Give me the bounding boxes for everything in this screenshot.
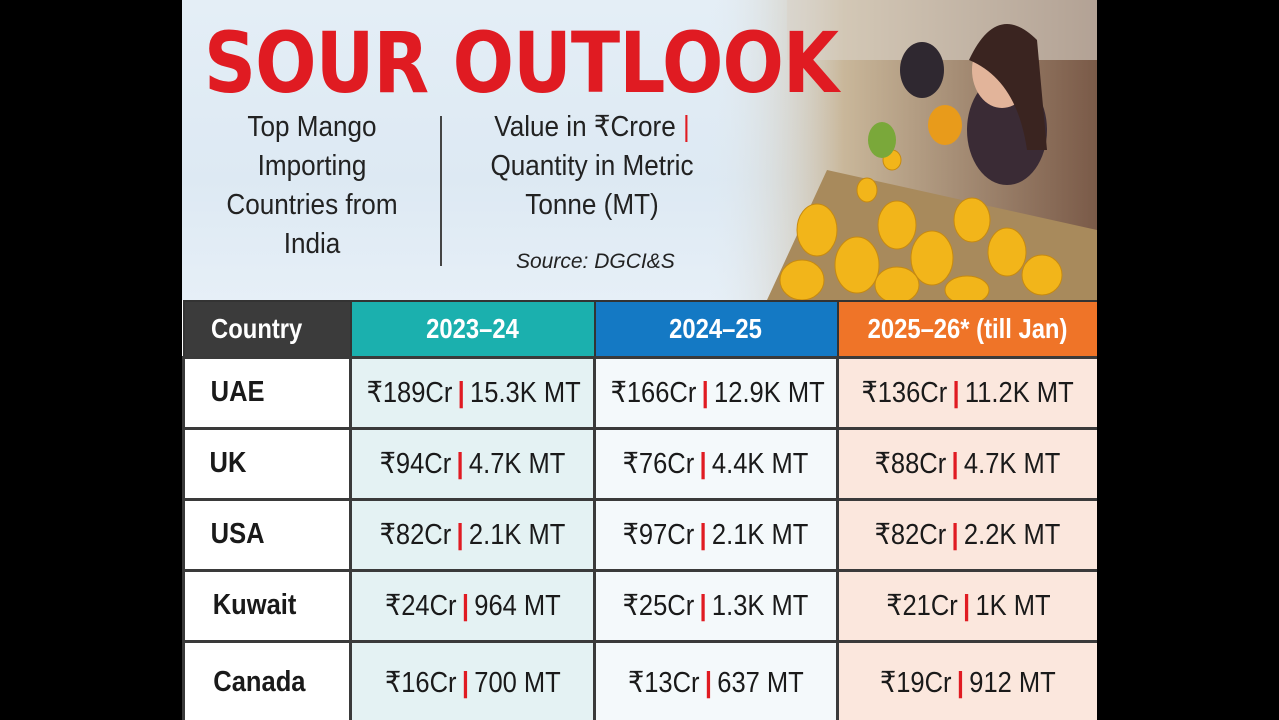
- quantity-mt: 637 MT: [717, 666, 804, 699]
- separator-bar: |: [682, 111, 690, 143]
- value-crore: ₹166Cr: [610, 377, 697, 409]
- data-cell: ₹94Cr | 4.7K MT: [349, 426, 596, 501]
- column-header-country: Country: [182, 300, 352, 358]
- quantity-mt: 1K MT: [975, 590, 1051, 622]
- value-crore: ₹25Cr: [623, 590, 695, 622]
- separator-bar: |: [461, 590, 469, 622]
- country-cell: Kuwait: [182, 568, 352, 643]
- data-cell: ₹166Cr | 12.9K MT: [593, 355, 839, 430]
- value-crore: ₹24Cr: [384, 590, 457, 622]
- divider: [440, 116, 442, 266]
- separator-bar: |: [699, 519, 708, 551]
- value-crore: ₹82Cr: [379, 519, 452, 551]
- separator-bar: |: [456, 519, 464, 551]
- quantity-mt: 4.7K MT: [964, 448, 1061, 480]
- column-header-label: 2024–25: [669, 312, 763, 344]
- quantity-mt: 700 MT: [473, 666, 561, 699]
- source-credit: Source: DGCI&S: [516, 250, 675, 273]
- separator-bar: |: [701, 377, 709, 409]
- separator-bar: |: [699, 590, 708, 622]
- units-value: Value in ₹Crore: [494, 111, 676, 143]
- separator-bar: |: [461, 666, 469, 699]
- value-crore: ₹16Cr: [384, 666, 457, 699]
- separator-bar: |: [704, 666, 713, 699]
- country-cell: UK: [182, 426, 352, 501]
- column-header-label: 2023–24: [426, 312, 519, 344]
- separator-bar: |: [962, 590, 970, 622]
- column-header-label: 2025–26* (till Jan): [868, 312, 1068, 344]
- country-name: USA: [210, 518, 265, 550]
- separator-bar: |: [699, 448, 708, 480]
- separator-bar: |: [457, 377, 465, 409]
- value-crore: ₹13Cr: [628, 666, 700, 699]
- country-name: UAE: [210, 376, 265, 408]
- header-row: Country 2023–24 2024–25 2025–26* (till J…: [182, 300, 1097, 358]
- separator-bar: |: [951, 448, 960, 480]
- value-crore: ₹189Cr: [366, 377, 453, 409]
- value-crore: ₹94Cr: [379, 448, 452, 480]
- subtitle-description: Top Mango Importing Countries from India: [226, 111, 398, 260]
- title: SOUR OUTLOOK: [204, 14, 839, 112]
- country-cell: Canada: [182, 639, 352, 720]
- table-row: UK ₹94Cr | 4.7K MT ₹76Cr | 4.4K MT ₹88Cr | 4.7K M…: [182, 426, 1097, 501]
- separator-bar: |: [951, 519, 960, 551]
- header-panel: SOUR OUTLOOK Top Mango Importing Countri…: [182, 0, 1097, 300]
- quantity-mt: 1.3K MT: [712, 590, 809, 622]
- data-cell: ₹82Cr | 2.2K MT: [836, 497, 1097, 572]
- quantity-mt: 2.1K MT: [468, 519, 566, 551]
- separator-bar: |: [956, 666, 965, 699]
- data-cell: ₹25Cr | 1.3K MT: [593, 568, 839, 643]
- value-crore: ₹21Cr: [885, 590, 958, 622]
- quantity-mt: 11.2K MT: [965, 377, 1075, 409]
- quantity-mt: 964 MT: [473, 590, 561, 622]
- value-crore: ₹76Cr: [623, 448, 695, 480]
- data-cell: ₹82Cr | 2.1K MT: [349, 497, 596, 572]
- country-cell: USA: [182, 497, 352, 572]
- column-header-2023-24: 2023–24: [349, 300, 596, 358]
- units-note: Value in ₹Crore | Quantity in Metric Ton…: [466, 108, 718, 225]
- country-name: UK: [209, 447, 247, 479]
- separator-bar: |: [952, 377, 961, 409]
- data-cell: ₹76Cr | 4.4K MT: [593, 426, 839, 501]
- infographic: SOUR OUTLOOK Top Mango Importing Countri…: [182, 0, 1097, 720]
- mango-export-table: Country 2023–24 2024–25 2025–26* (till J…: [182, 300, 1097, 720]
- value-crore: ₹82Cr: [875, 519, 947, 551]
- separator-bar: |: [456, 448, 464, 480]
- quantity-mt: 912 MT: [969, 666, 1056, 699]
- column-header-2024-25: 2024–25: [593, 300, 839, 358]
- mango-vendor-photo: [707, 0, 1097, 300]
- data-cell: ₹97Cr | 2.1K MT: [593, 497, 839, 572]
- data-cell: ₹189Cr | 15.3K MT: [349, 355, 596, 430]
- value-crore: ₹97Cr: [623, 519, 695, 551]
- value-crore: ₹88Cr: [875, 448, 947, 480]
- units-quantity: Quantity in Metric Tonne (MT): [490, 150, 694, 221]
- column-header-2025-26: 2025–26* (till Jan): [836, 300, 1097, 358]
- data-cell: ₹16Cr | 700 MT: [349, 639, 596, 720]
- table-row: UAE ₹189Cr | 15.3K MT ₹166Cr | 12.9K MT ₹136Cr |…: [182, 355, 1097, 430]
- data-cell: ₹88Cr | 4.7K MT: [836, 426, 1097, 501]
- quantity-mt: 2.1K MT: [712, 519, 809, 551]
- table-row: Kuwait ₹24Cr | 964 MT ₹25Cr | 1.3K MT ₹21Cr | 1K …: [182, 568, 1097, 643]
- quantity-mt: 2.2K MT: [964, 519, 1061, 551]
- table-row: USA ₹82Cr | 2.1K MT ₹97Cr | 2.1K MT ₹82Cr | 2.2K …: [182, 497, 1097, 572]
- data-cell: ₹13Cr | 637 MT: [593, 639, 839, 720]
- value-crore: ₹136Cr: [861, 377, 948, 409]
- quantity-mt: 4.4K MT: [712, 448, 809, 480]
- country-name: Kuwait: [212, 589, 297, 621]
- quantity-mt: 12.9K MT: [714, 377, 825, 409]
- value-crore: ₹19Cr: [880, 666, 952, 699]
- data-cell: ₹21Cr | 1K MT: [836, 568, 1097, 643]
- country-cell: UAE: [182, 355, 352, 430]
- data-cell: ₹24Cr | 964 MT: [349, 568, 596, 643]
- data-cell: ₹136Cr | 11.2K MT: [836, 355, 1097, 430]
- data-cell: ₹19Cr | 912 MT: [836, 639, 1097, 720]
- quantity-mt: 4.7K MT: [468, 448, 566, 480]
- table-row: Canada ₹16Cr | 700 MT ₹13Cr | 637 MT ₹19Cr | 912 …: [182, 639, 1097, 720]
- column-header-label: Country: [210, 312, 302, 344]
- country-name: Canada: [213, 665, 306, 698]
- quantity-mt: 15.3K MT: [470, 377, 581, 409]
